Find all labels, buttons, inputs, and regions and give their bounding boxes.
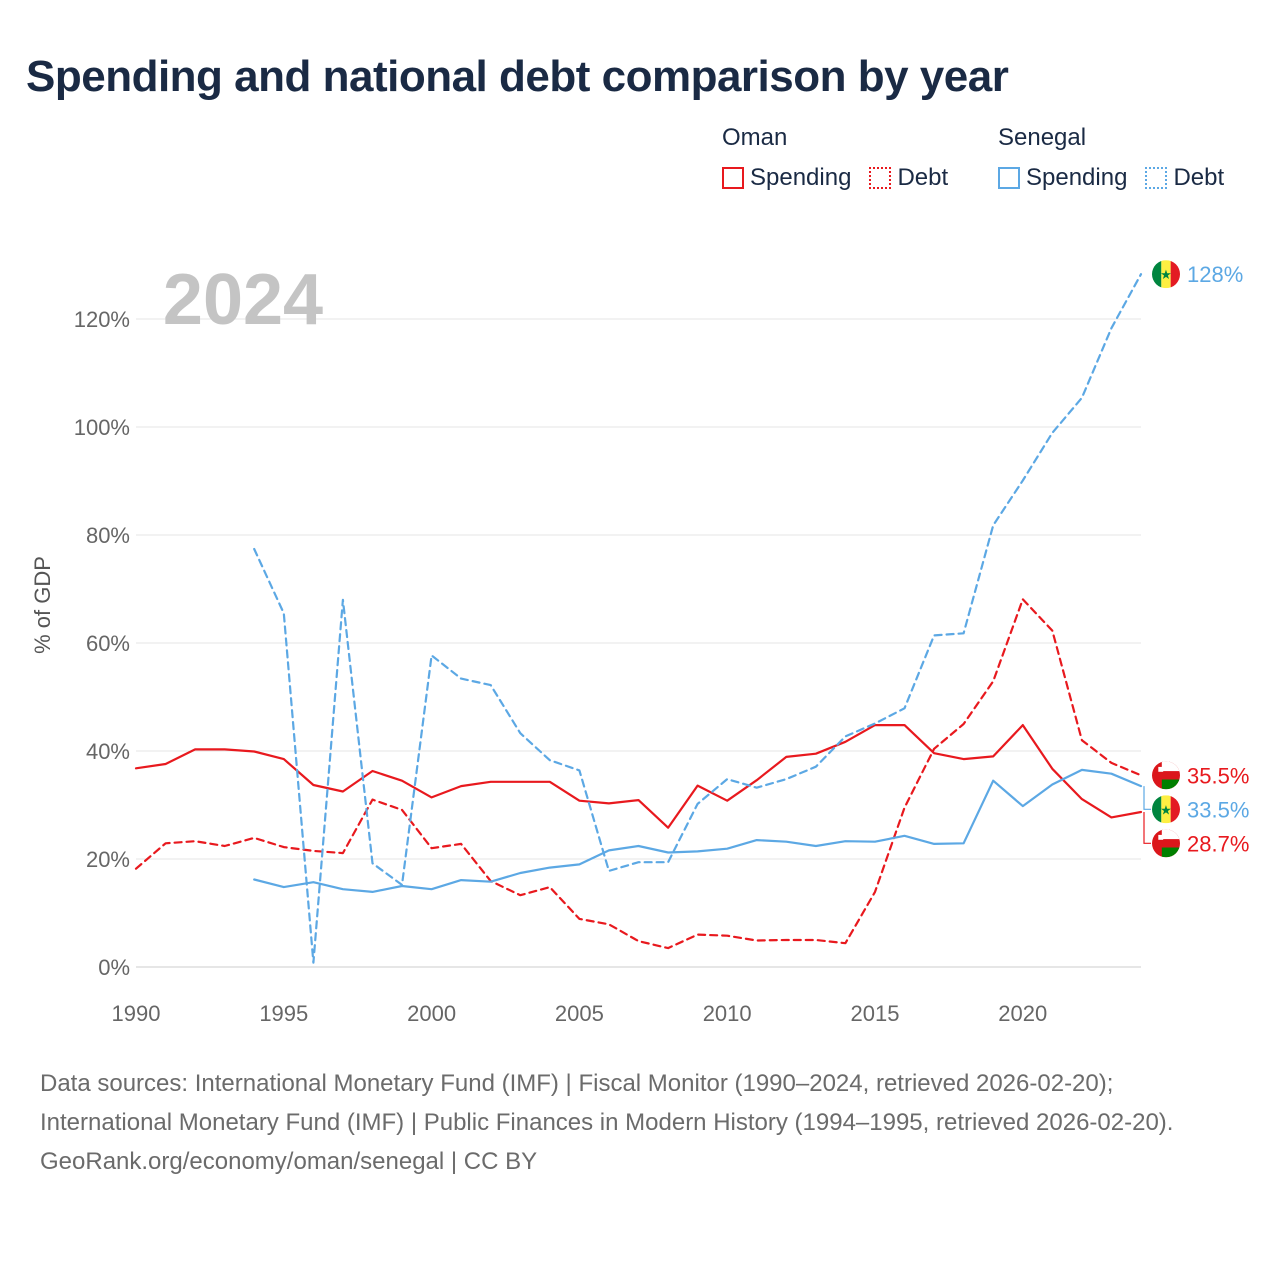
legend-oman-debt-label: Debt [897, 164, 949, 191]
footer: Data sources: International Monetary Fun… [40, 1064, 1240, 1181]
x-tick-label: 2015 [850, 1001, 899, 1026]
end-value-label: 128% [1187, 262, 1243, 287]
legend-oman-name: Oman [722, 124, 788, 151]
series-line-senegal-spending [253, 768, 1143, 893]
y-tick-label: 80% [86, 523, 130, 548]
y-tick-label: 120% [74, 307, 130, 332]
senegal-flag-icon: ★ [1152, 795, 1180, 824]
svg-text:★: ★ [1160, 803, 1172, 818]
x-tick-label: 2020 [998, 1001, 1047, 1026]
legend-senegal-name: Senegal [998, 124, 1087, 151]
dotted-swatch-icon [869, 167, 892, 189]
y-axis-label: % of GDP [30, 556, 55, 654]
x-tick-label: 2005 [555, 1001, 604, 1026]
oman-flag-icon [1152, 829, 1180, 858]
y-tick-label: 0% [98, 955, 130, 980]
legend-oman: Oman Spending Debt [722, 122, 966, 192]
y-tick-label: 20% [86, 847, 130, 872]
oman-flag-icon [1152, 761, 1180, 790]
legend-oman-spending-label: Spending [750, 164, 852, 191]
x-tick-label: 2000 [407, 1001, 456, 1026]
series-line-senegal-debt [253, 273, 1143, 964]
y-tick-label: 40% [86, 739, 130, 764]
y-tick-label: 100% [74, 415, 130, 440]
credit-note: GeoRank.org/economy/oman/senegal | CC BY [40, 1148, 538, 1175]
end-label-senegal-debt: ★ 128% [1152, 260, 1243, 289]
x-tick-label: 1995 [259, 1001, 308, 1026]
year-watermark: 2024 [163, 260, 323, 340]
source-note: Data sources: International Monetary Fun… [40, 1070, 1174, 1136]
svg-text:★: ★ [1160, 268, 1172, 283]
x-tick-label: 2010 [703, 1001, 752, 1026]
end-label-senegal-spending: ★ 33.5% [1143, 786, 1249, 824]
end-label-oman-spending: 28.7% [1143, 812, 1249, 858]
end-value-label: 35.5% [1187, 763, 1249, 788]
solid-swatch-icon [998, 167, 1020, 189]
y-tick-label: 60% [86, 631, 130, 656]
line-chart: 2024 % of GDP 0% 20% 40% 60% 80% 100% 120% 199… [30, 260, 1249, 1026]
legend-senegal-debt[interactable]: Debt [1145, 164, 1224, 192]
x-tick-label: 1990 [112, 1001, 161, 1026]
legend-senegal-spending[interactable]: Spending [998, 164, 1127, 192]
solid-swatch-icon [722, 167, 744, 189]
senegal-flag-icon: ★ [1152, 260, 1180, 289]
end-value-label: 28.7% [1187, 831, 1249, 856]
legend-senegal: Senegal Spending Debt [998, 122, 1224, 192]
legend-oman-debt[interactable]: Debt [869, 164, 948, 192]
legend-oman-spending[interactable]: Spending [722, 164, 851, 192]
dotted-swatch-icon [1145, 167, 1168, 189]
legend-senegal-debt-label: Debt [1173, 164, 1225, 191]
series-line-oman-spending [134, 724, 1143, 829]
end-label-oman-debt: 35.5% [1152, 761, 1249, 790]
legend-senegal-spending-label: Spending [1026, 164, 1128, 191]
end-value-label: 33.5% [1187, 797, 1249, 822]
chart-title: Spending and national debt comparison by… [26, 52, 1009, 101]
